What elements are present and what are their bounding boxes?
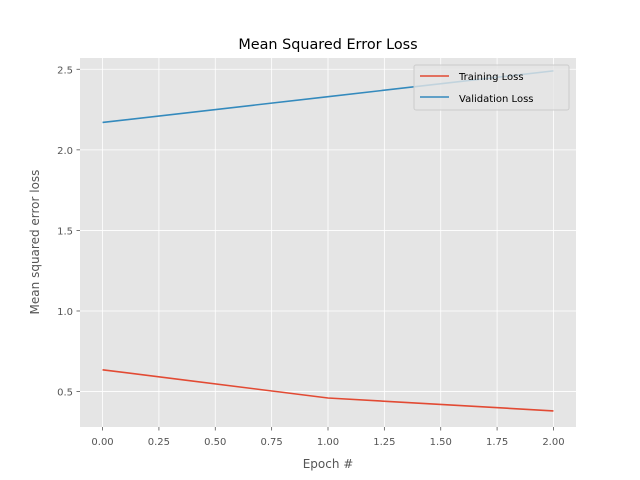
y-tick-label: 2.5 bbox=[57, 65, 73, 76]
legend-label-validation: Validation Loss bbox=[459, 94, 534, 105]
x-tick-label: 1.25 bbox=[373, 437, 395, 448]
legend-label-training: Training Loss bbox=[458, 72, 524, 83]
grid-lines bbox=[80, 58, 576, 427]
y-tick-label: 1.0 bbox=[57, 307, 73, 318]
y-tick-label: 2.0 bbox=[57, 146, 73, 157]
y-tick-label: 0.5 bbox=[57, 388, 73, 399]
legend-box bbox=[413, 64, 570, 111]
x-axis-ticks: 0.00 0.25 0.50 0.75 1.00 1.25 1.50 1.75 2.00 bbox=[91, 427, 565, 448]
y-axis-ticks: 0.5 1.0 1.5 2.0 2.5 bbox=[57, 65, 80, 399]
x-tick-label: 0.50 bbox=[204, 437, 226, 448]
legend: Training Loss Validation Loss bbox=[413, 64, 570, 111]
x-tick-label: 1.50 bbox=[430, 437, 452, 448]
x-tick-label: 0.00 bbox=[91, 437, 113, 448]
x-tick-label: 0.75 bbox=[261, 437, 283, 448]
x-tick-label: 1.75 bbox=[486, 437, 508, 448]
chart-title: Mean Squared Error Loss bbox=[238, 37, 417, 53]
x-tick-label: 1.00 bbox=[317, 437, 339, 448]
y-tick-label: 1.5 bbox=[57, 226, 73, 237]
y-axis-label: Mean squared error loss bbox=[28, 170, 42, 315]
x-tick-label: 0.25 bbox=[148, 437, 170, 448]
x-axis-label: Epoch # bbox=[303, 457, 354, 471]
x-tick-label: 2.00 bbox=[542, 437, 564, 448]
training-loss-line bbox=[102, 369, 554, 412]
